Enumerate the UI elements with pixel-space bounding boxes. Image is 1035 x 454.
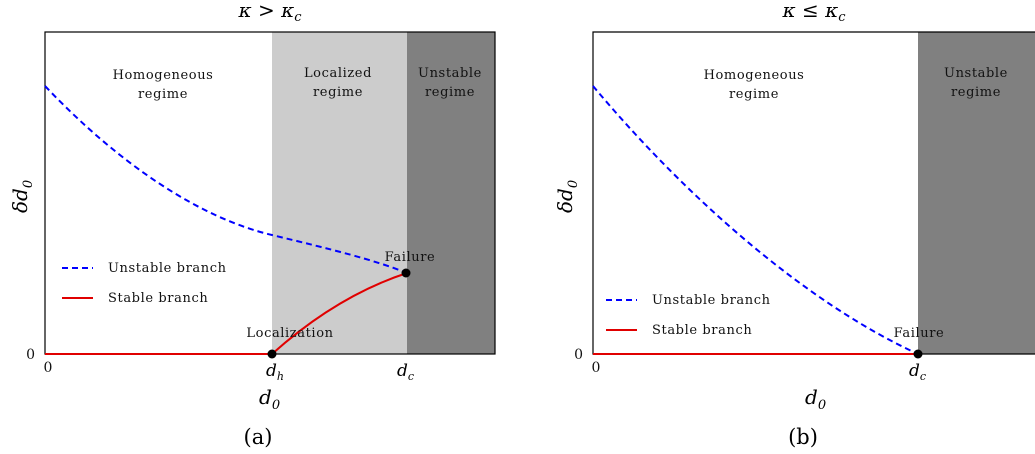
- region-homogeneous-label-line2: regime: [729, 87, 779, 102]
- panel-b: κ ≤ κc Homogeneous regime Unstable regim…: [553, 0, 1035, 449]
- panel-a: κ > κc Homogeneous regime Localized regi…: [8, 0, 496, 449]
- legend-unstable-label: Unstable branch: [652, 293, 771, 308]
- region-unstable: [407, 32, 495, 354]
- region-unstable-label-line2: regime: [951, 85, 1001, 100]
- stable-branch-curve: [271, 272, 408, 355]
- y-tick-zero: 0: [574, 347, 583, 363]
- y-axis-label: δd0: [553, 180, 581, 213]
- x-tick-dc: dc: [397, 361, 414, 383]
- region-homogeneous: [593, 32, 918, 354]
- failure-annotation: Failure: [894, 326, 945, 341]
- legend-unstable-label: Unstable branch: [108, 261, 227, 276]
- region-localized: [272, 32, 407, 354]
- region-homogeneous-label-line2: regime: [138, 87, 188, 102]
- region-homogeneous-label-line1: Homogeneous: [113, 68, 214, 83]
- region-homogeneous-label-line1: Homogeneous: [704, 68, 805, 83]
- localization-point: [267, 349, 277, 359]
- x-axis-label: d0: [805, 385, 826, 413]
- region-homogeneous: [45, 32, 272, 354]
- panel-a-caption: (a): [244, 425, 273, 449]
- region-localized-label-line1: Localized: [304, 66, 372, 81]
- legend-stable-label: Stable branch: [652, 323, 752, 338]
- unstable-branch-curve: [44, 85, 408, 274]
- region-unstable-label-line1: Unstable: [418, 66, 482, 81]
- panel-a-title: κ > κc: [238, 0, 303, 25]
- region-localized-label-line2: regime: [313, 85, 363, 100]
- panel-b-caption: (b): [788, 425, 818, 449]
- y-axis-label: δd0: [8, 180, 36, 213]
- failure-point: [401, 268, 411, 278]
- localization-annotation: Localization: [246, 326, 333, 341]
- x-tick-dh: dh: [266, 361, 284, 383]
- failure-annotation: Failure: [385, 250, 436, 265]
- x-axis-label: d0: [259, 385, 280, 413]
- x-tick-zero: 0: [592, 360, 601, 376]
- x-tick-dc: dc: [909, 361, 926, 383]
- region-unstable-label-line1: Unstable: [944, 66, 1008, 81]
- y-tick-zero: 0: [26, 347, 35, 363]
- region-unstable-label-line2: regime: [425, 85, 475, 100]
- region-unstable: [918, 32, 1035, 354]
- failure-point: [913, 349, 923, 359]
- x-tick-zero: 0: [44, 360, 53, 376]
- legend-stable-label: Stable branch: [108, 291, 208, 306]
- unstable-branch-curve: [592, 85, 919, 355]
- panel-b-title: κ ≤ κc: [782, 0, 847, 25]
